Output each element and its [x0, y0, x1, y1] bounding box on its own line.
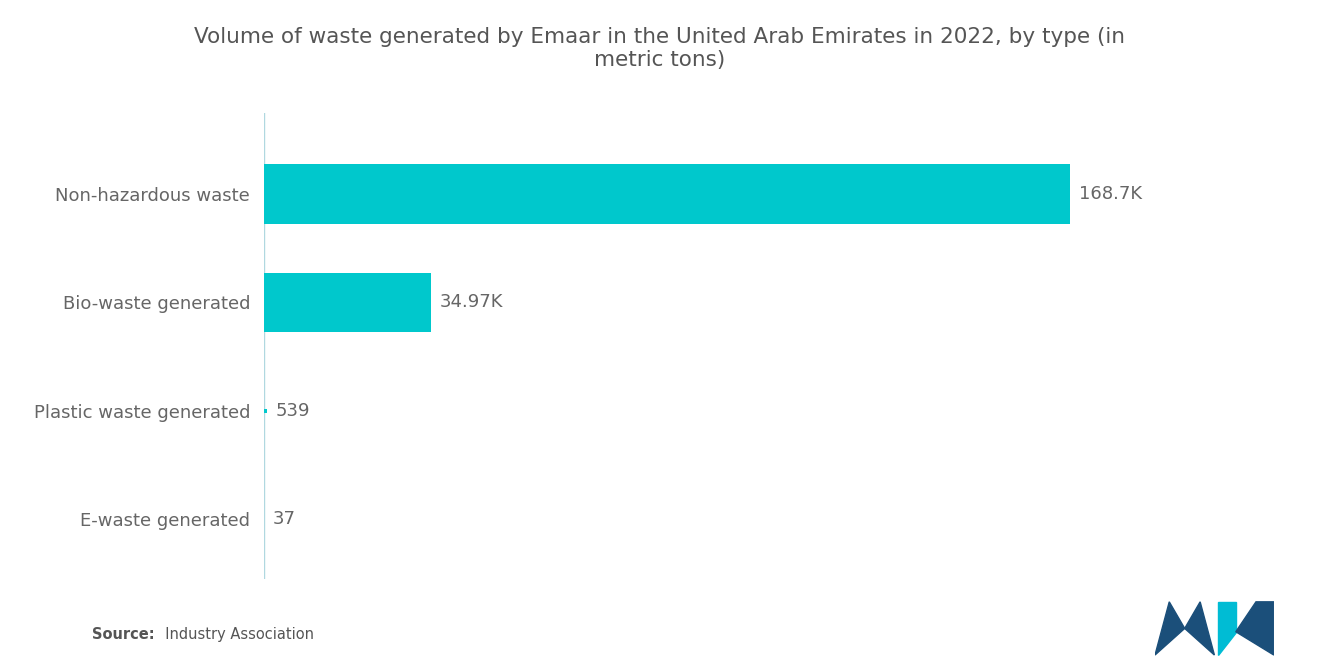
Bar: [264, 408, 267, 413]
Polygon shape: [1155, 602, 1185, 655]
Text: 37: 37: [273, 510, 296, 528]
Text: 168.7K: 168.7K: [1078, 186, 1142, 203]
Text: 539: 539: [275, 402, 310, 420]
Text: Industry Association: Industry Association: [156, 626, 314, 642]
Bar: [264, 273, 432, 332]
Text: Volume of waste generated by Emaar in the United Arab Emirates in 2022, by type : Volume of waste generated by Emaar in th…: [194, 27, 1126, 70]
Polygon shape: [1236, 602, 1274, 655]
Polygon shape: [1185, 602, 1214, 655]
Text: 34.97K: 34.97K: [440, 293, 503, 311]
Text: Source:: Source:: [92, 626, 154, 642]
Polygon shape: [1218, 602, 1236, 655]
Bar: [264, 164, 1071, 224]
